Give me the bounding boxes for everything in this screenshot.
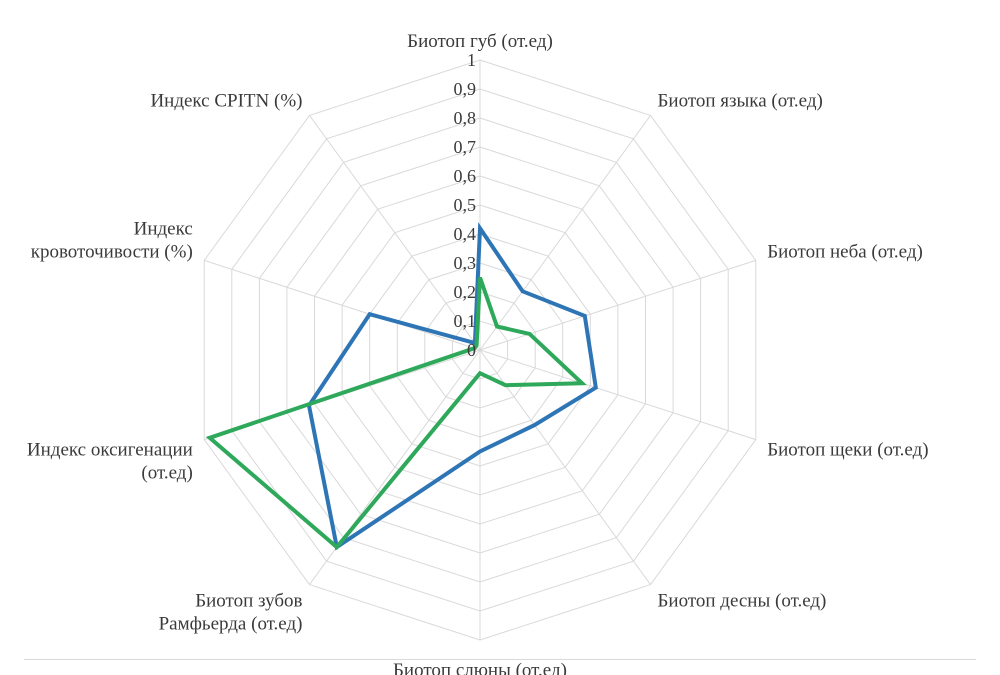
- tick-label: 0,6: [454, 166, 477, 186]
- axis-label-line: Биотоп слюны (от.ед): [393, 660, 567, 675]
- axis-label-line: Рамфьерда (от.ед): [159, 613, 303, 634]
- axis-label-line: Биотоп десны (от.ед): [658, 590, 827, 611]
- tick-label: 1: [467, 50, 476, 70]
- axis-label: Биотоп губ (от.ед): [407, 31, 553, 52]
- axis-label-line: Биотоп неба (от.ед): [767, 242, 923, 263]
- tick-label: 0,2: [454, 282, 477, 302]
- radar-grid: [203, 59, 757, 641]
- radar-tick-labels: 0 0,1 0,2 0,3 0,4 0,5 0,6 0,7 0,8 0,9 1: [454, 50, 477, 360]
- axis-label: Биотоп щеки (от.ед): [767, 439, 928, 460]
- radar-series: [205, 222, 598, 551]
- grid-spoke: [309, 115, 481, 351]
- tick-label: 0,9: [454, 79, 477, 99]
- axis-label-line: Биотоп губ (от.ед): [407, 31, 553, 52]
- axis-label: Индекс CPITN (%): [150, 91, 302, 112]
- tick-label: 0,1: [454, 311, 477, 331]
- tick-label: 0,4: [454, 224, 477, 244]
- series-1-line: [306, 222, 598, 551]
- grid-spoke: [479, 349, 756, 441]
- axis-label: Биотоп десны (от.ед): [658, 590, 827, 611]
- axis-label-line: Индекс CPITN (%): [150, 91, 302, 112]
- axis-label-line: Биотоп щеки (от.ед): [767, 439, 928, 460]
- axis-label: Индекс оксигенации (от.ед): [27, 439, 193, 483]
- axis-label-line: Индекс: [134, 219, 193, 240]
- tick-label: 0,3: [454, 253, 477, 273]
- axis-label-line: кровоточивости (%): [31, 242, 193, 263]
- axis-label: Биотоп зубов Рамфьерда (от.ед): [159, 590, 303, 634]
- axis-label-line: (от.ед): [141, 462, 192, 483]
- grid-spoke: [204, 259, 481, 351]
- axis-label-line: Индекс оксигенации: [27, 439, 193, 460]
- grid-spoke: [479, 349, 651, 585]
- tick-label: 0,8: [454, 108, 477, 128]
- bottom-divider: [24, 659, 976, 660]
- tick-label: 0: [467, 340, 476, 360]
- axis-label-line: Биотоп языка (от.ед): [658, 91, 823, 112]
- series-2-line: [205, 276, 587, 550]
- axis-label-line: Биотоп зубов: [195, 590, 302, 611]
- axis-label: Биотоп неба (от.ед): [767, 242, 923, 263]
- tick-label: 0,7: [454, 137, 477, 157]
- grid-spoke: [479, 115, 651, 351]
- radar-axis-labels: Биотоп губ (от.ед) Биотоп языка (от.ед) Би…: [27, 31, 929, 675]
- axis-label: Биотоп слюны (от.ед): [393, 660, 567, 675]
- tick-label: 0,5: [454, 195, 477, 215]
- axis-label: Индекс кровоточивости (%): [31, 219, 193, 263]
- axis-label: Биотоп языка (от.ед): [658, 91, 823, 112]
